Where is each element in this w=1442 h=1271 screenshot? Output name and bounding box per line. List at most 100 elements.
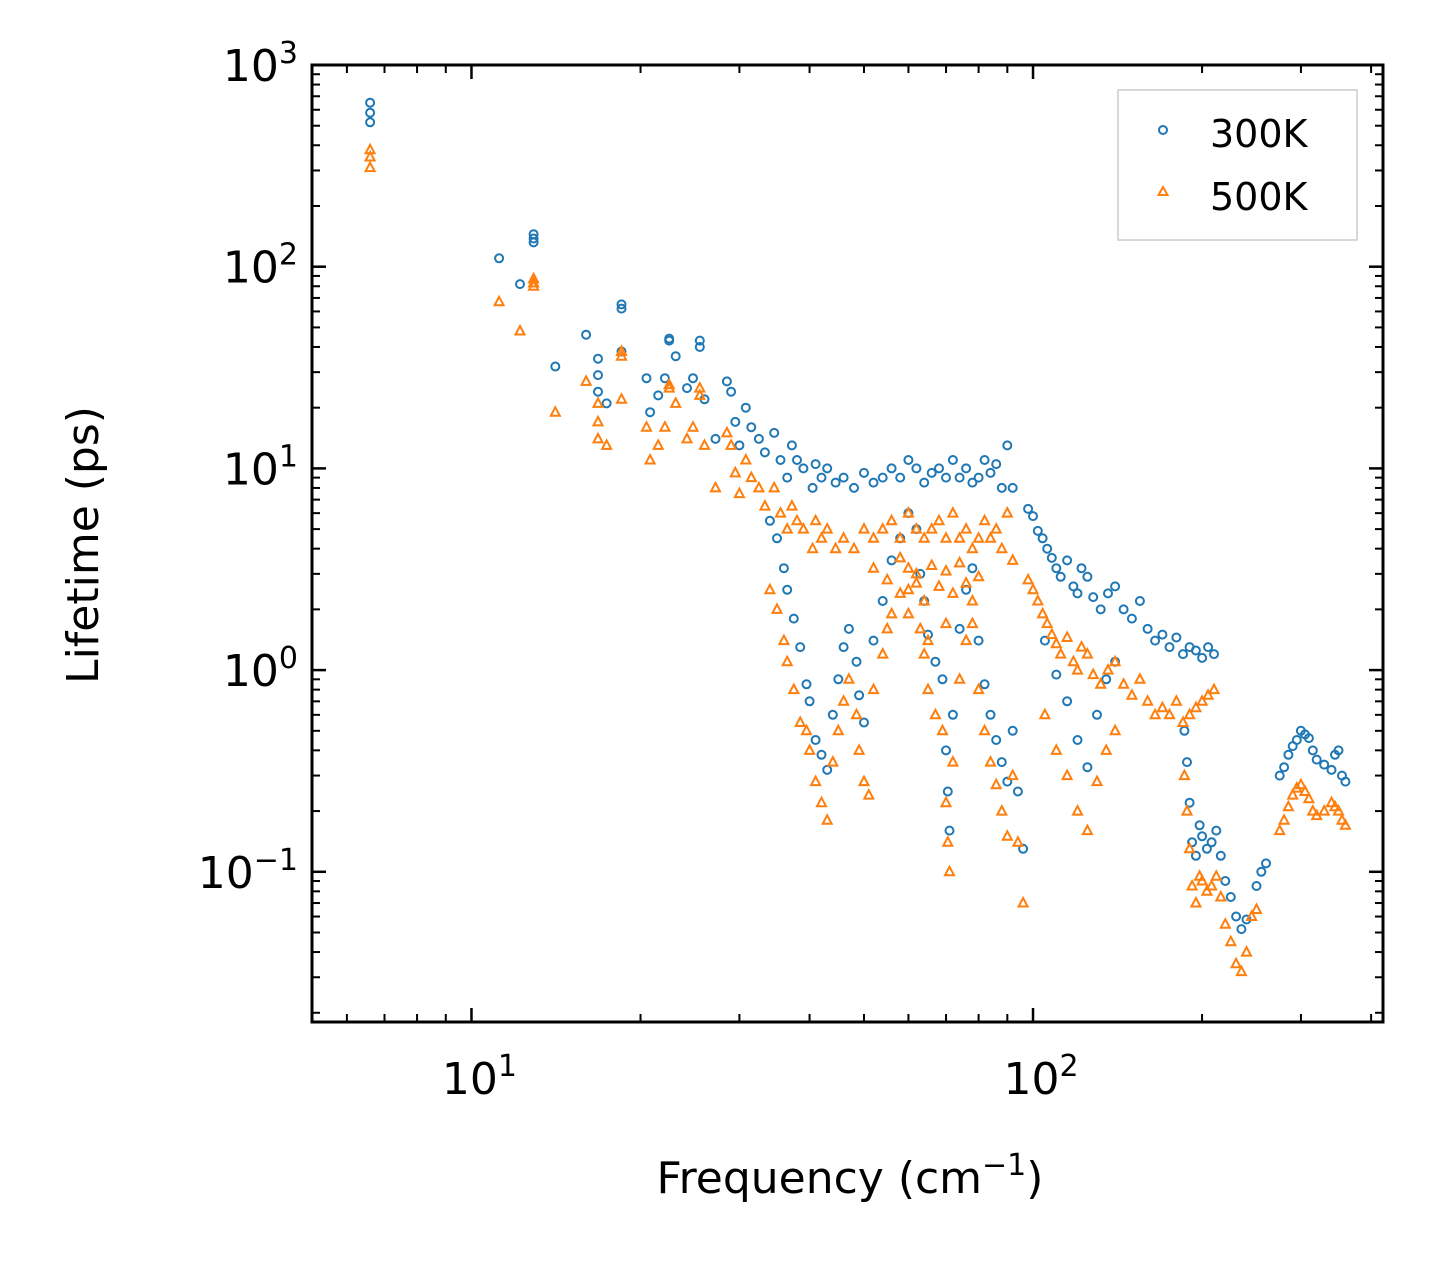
data-point-300k xyxy=(1095,604,1106,615)
data-point-500k xyxy=(1229,956,1243,969)
data-point-500k xyxy=(1090,774,1104,787)
data-point-300k xyxy=(1236,924,1247,935)
data-point-500k xyxy=(1026,582,1040,595)
data-point-300k xyxy=(1203,642,1214,653)
data-point-300k xyxy=(788,613,799,624)
data-point-500k xyxy=(720,425,734,438)
x-tick-label: 101 xyxy=(442,1049,517,1105)
data-point-500k xyxy=(549,405,562,417)
data-point-500k xyxy=(1170,694,1183,706)
data-point-500k xyxy=(1108,723,1122,736)
data-point-300k xyxy=(494,253,505,264)
data-point-500k xyxy=(1201,688,1215,700)
data-point-300k xyxy=(1319,759,1330,770)
data-point-300k xyxy=(807,482,818,493)
data-point-500k xyxy=(579,374,593,386)
data-point-300k xyxy=(895,472,906,483)
data-point-500k xyxy=(1050,636,1063,649)
data-point-300k xyxy=(653,390,664,401)
legend-marker-300k xyxy=(1158,125,1168,135)
data-point-500k xyxy=(972,682,985,695)
data-point-500k xyxy=(1178,768,1191,781)
data-point-300k xyxy=(1068,581,1079,592)
data-point-500k xyxy=(1038,707,1052,720)
data-point-500k xyxy=(1183,707,1196,720)
data-point-300k xyxy=(830,477,841,488)
data-point-500k xyxy=(837,694,850,706)
data-point-500k xyxy=(939,531,953,543)
data-point-300k xyxy=(801,679,812,690)
data-point-500k xyxy=(966,616,979,629)
data-point-500k xyxy=(615,344,628,356)
data-point-500k xyxy=(972,531,985,543)
data-point-300k xyxy=(1251,881,1262,891)
data-point-300k xyxy=(1082,762,1093,773)
data-point-500k xyxy=(745,470,758,483)
data-point-300k xyxy=(769,427,780,438)
data-point-300k xyxy=(886,463,897,474)
data-point-300k xyxy=(1002,776,1013,787)
data-point-300k xyxy=(1142,623,1153,634)
data-point-500k xyxy=(709,480,722,493)
data-point-300k xyxy=(616,299,627,310)
data-point-500k xyxy=(984,531,997,543)
legend-frame xyxy=(1117,89,1358,241)
data-point-500k xyxy=(1006,553,1019,565)
data-point-300k xyxy=(772,533,782,544)
data-point-500k xyxy=(774,505,787,518)
data-point-300k xyxy=(645,407,656,418)
data-point-300k xyxy=(1231,911,1242,922)
y-tick-label: 101 xyxy=(223,439,298,495)
data-point-300k xyxy=(1171,632,1182,643)
data-point-500k xyxy=(724,438,738,450)
data-point-300k xyxy=(934,463,944,474)
data-point-300k xyxy=(688,373,698,384)
data-point-500k xyxy=(1071,662,1084,675)
data-point-500k xyxy=(953,555,966,568)
data-point-300k xyxy=(942,786,953,797)
data-point-300k xyxy=(1187,837,1198,848)
data-point-300k xyxy=(961,463,972,474)
data-point-500k xyxy=(363,160,377,173)
data-point-500k xyxy=(1101,662,1115,675)
data-point-500k xyxy=(1195,694,1209,706)
data-point-300k xyxy=(1007,725,1018,736)
data-point-500k xyxy=(946,586,960,598)
data-point-300k xyxy=(947,709,958,720)
data-point-300k xyxy=(740,402,751,413)
data-point-300k xyxy=(947,455,958,465)
data-point-500k xyxy=(1185,878,1199,891)
data-point-500k xyxy=(1328,799,1342,812)
data-point-500k xyxy=(1325,795,1338,808)
data-point-300k xyxy=(1225,892,1236,902)
legend-label-500k: 500K xyxy=(1210,175,1309,219)
data-point-300k xyxy=(979,455,990,465)
data-point-500k xyxy=(939,795,953,808)
data-point-500k xyxy=(925,558,938,570)
data-point-500k xyxy=(513,323,527,336)
data-point-300k xyxy=(868,477,879,488)
data-point-500k xyxy=(1282,799,1295,812)
data-point-300k xyxy=(849,482,859,493)
data-point-500k xyxy=(829,541,842,554)
data-point-500k xyxy=(894,531,907,543)
data-point-500k xyxy=(693,380,706,393)
data-point-500k xyxy=(1141,694,1154,706)
data-point-500k xyxy=(1200,884,1214,896)
data-point-500k xyxy=(842,672,856,684)
data-point-300k xyxy=(1055,571,1066,582)
data-point-300k xyxy=(1134,596,1145,606)
data-point-300k xyxy=(664,333,675,344)
data-point-500k xyxy=(693,388,706,400)
data-point-300k xyxy=(1076,563,1087,574)
legend-marker-500k xyxy=(1156,184,1170,196)
data-point-500k xyxy=(990,521,1003,534)
data-point-500k xyxy=(527,275,540,288)
data-point-300k xyxy=(1157,629,1168,640)
data-point-300k xyxy=(1023,503,1034,514)
data-point-500k xyxy=(1021,572,1035,585)
data-point-300k xyxy=(996,482,1007,493)
data-point-500k xyxy=(752,480,766,493)
data-point-500k xyxy=(1224,934,1237,947)
